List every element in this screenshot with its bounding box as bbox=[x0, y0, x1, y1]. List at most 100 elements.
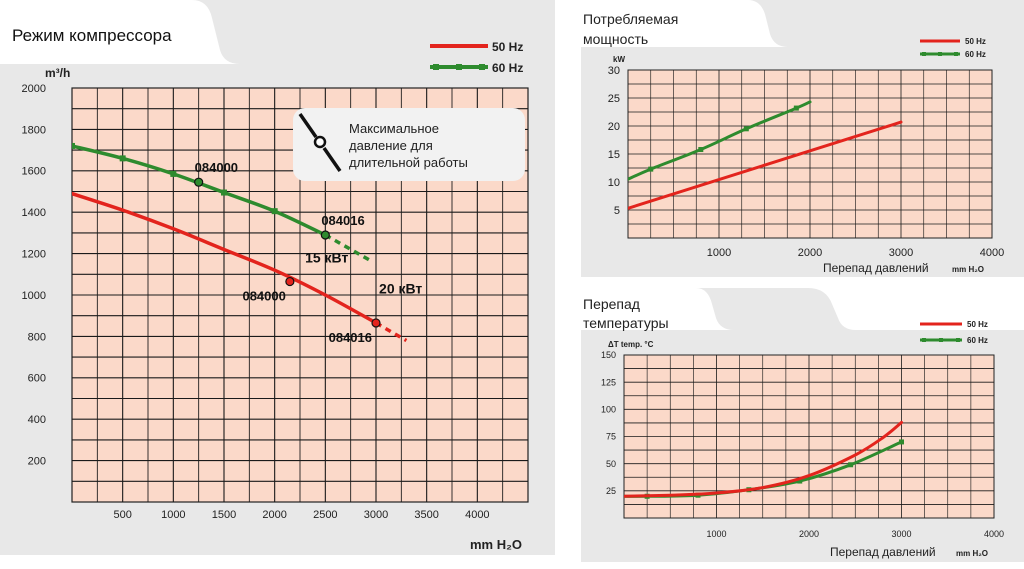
y-tick-label: 1200 bbox=[22, 248, 46, 260]
main-y-axis-label: m³/h bbox=[45, 66, 70, 80]
temperature-x-axis-label: Перепад давлений bbox=[830, 545, 936, 559]
x-tick-label: 2000 bbox=[262, 509, 286, 521]
y-tick-label: 15 bbox=[608, 149, 620, 161]
operating-point-marker bbox=[194, 177, 204, 187]
max-pressure-note: Максимальное давление для длительной раб… bbox=[293, 108, 525, 181]
x-tick-label: 1000 bbox=[706, 529, 726, 539]
power-title-line-2: мощность bbox=[583, 31, 648, 47]
legend-60hz-marker bbox=[956, 338, 960, 342]
y-tick-label: 25 bbox=[608, 93, 620, 105]
legend-60hz-marker bbox=[479, 64, 485, 70]
x-tick-label: 1000 bbox=[707, 247, 731, 259]
main-tick-labels: 500 1000 1500 2000 2500 3000 3500 4000 200 400 600… bbox=[22, 83, 490, 521]
y-tick-label: 50 bbox=[606, 459, 616, 469]
series-marker-60hz bbox=[797, 478, 803, 484]
series-marker-60hz bbox=[743, 126, 749, 132]
temperature-title-line-2: температуры bbox=[583, 315, 669, 331]
y-tick-label: 1000 bbox=[22, 290, 46, 302]
pressure-gauge-icon bbox=[322, 147, 342, 172]
series-line-50hz bbox=[72, 191, 378, 325]
series-marker-60hz bbox=[648, 166, 654, 172]
y-tick-label: 5 bbox=[614, 205, 620, 217]
operating-point-marker bbox=[285, 276, 295, 287]
temperature-chart-panel: Перепад температуры 50 Hz 60 Hz 1000 2000… bbox=[581, 288, 1024, 562]
legend-60hz-label: 60 Hz bbox=[492, 61, 523, 75]
note-box bbox=[293, 108, 525, 181]
power-x-axis-label: Перепад давлений bbox=[823, 261, 929, 275]
x-tick-label: 500 bbox=[113, 509, 131, 521]
operating-point-marker bbox=[371, 318, 381, 328]
series-line-50hz bbox=[624, 420, 903, 498]
y-tick-label: 150 bbox=[601, 350, 616, 360]
operating-point-label: 084000 bbox=[242, 289, 285, 304]
power-title-line-1: Потребляемая bbox=[583, 11, 678, 27]
temperature-title-tab bbox=[581, 288, 734, 330]
note-line-2: давление для bbox=[349, 138, 433, 153]
y-tick-label: 600 bbox=[28, 373, 46, 385]
power-tick-labels: 1000 2000 3000 4000 5 10 15 20 25 30 bbox=[608, 65, 1004, 259]
y-tick-label: 1800 bbox=[22, 124, 46, 136]
legend-60hz-label: 60 Hz bbox=[967, 336, 988, 345]
series-marker-60hz bbox=[698, 147, 704, 153]
y-tick-label: 30 bbox=[608, 65, 620, 77]
y-tick-label: 1400 bbox=[22, 207, 46, 219]
temperature-legend: 50 Hz 60 Hz bbox=[920, 320, 988, 345]
x-tick-label: 4000 bbox=[984, 529, 1004, 539]
legend-60hz-marker bbox=[922, 338, 926, 342]
x-tick-label: 3000 bbox=[364, 509, 388, 521]
x-tick-label: 2000 bbox=[799, 529, 819, 539]
power-title-tab bbox=[581, 0, 788, 47]
temperature-y-axis-label: ΔT temp. °C bbox=[608, 340, 654, 349]
power-series bbox=[628, 100, 903, 210]
x-tick-label: 2500 bbox=[313, 509, 337, 521]
operating-point-label: 084016 bbox=[321, 213, 364, 228]
main-x-axis-label: mm H₂O bbox=[470, 537, 522, 552]
legend-50hz-label: 50 Hz bbox=[967, 320, 988, 329]
temperature-title-line-1: Перепад bbox=[583, 296, 640, 312]
main-chart-panel: Режим компрессора 50 Hz 60 Hz 500 1000 150… bbox=[0, 0, 555, 555]
power-rating-label: 15 кВт bbox=[305, 250, 348, 266]
y-tick-label: 800 bbox=[28, 331, 46, 343]
legend-60hz-marker bbox=[939, 338, 943, 342]
main-operating-points: 084000 084016 084000 084016 15 кВт 20 кВт bbox=[194, 160, 422, 345]
x-tick-label: 4000 bbox=[980, 247, 1004, 259]
x-tick-label: 4000 bbox=[465, 509, 489, 521]
temperature-tick-labels: 1000 2000 3000 4000 25 50 75 100 125 150 bbox=[601, 350, 1004, 539]
y-tick-label: 125 bbox=[601, 377, 616, 387]
series-marker-60hz bbox=[119, 155, 126, 162]
legend-60hz-marker bbox=[433, 64, 439, 70]
y-tick-label: 10 bbox=[608, 177, 620, 189]
temperature-x-axis-unit: mm H₂O bbox=[956, 549, 988, 558]
x-tick-label: 1000 bbox=[161, 509, 185, 521]
main-title-tab bbox=[0, 0, 240, 64]
series-marker-60hz bbox=[793, 105, 799, 111]
x-tick-label: 1500 bbox=[212, 509, 236, 521]
legend-60hz-marker bbox=[922, 52, 926, 56]
pressure-gauge-icon bbox=[298, 113, 318, 138]
power-rating-label: 20 кВт bbox=[379, 281, 422, 297]
series-marker-60hz bbox=[899, 439, 904, 445]
y-tick-label: 20 bbox=[608, 121, 620, 133]
power-chart-panel: Потребляемая мощность 50 Hz 60 Hz 1000 20… bbox=[581, 0, 1024, 277]
legend-60hz-marker bbox=[456, 64, 462, 70]
legend-50hz-label: 50 Hz bbox=[492, 40, 523, 54]
power-grid bbox=[628, 70, 992, 238]
pressure-gauge-icon bbox=[313, 135, 327, 149]
operating-point-label: 084000 bbox=[195, 160, 238, 175]
legend-60hz-marker bbox=[954, 52, 958, 56]
series-marker-60hz bbox=[271, 208, 278, 215]
y-tick-label: 400 bbox=[28, 414, 46, 426]
legend-60hz-marker bbox=[938, 52, 942, 56]
series-marker-60hz bbox=[848, 462, 854, 468]
temperature-series bbox=[624, 420, 904, 499]
x-tick-label: 3000 bbox=[889, 247, 913, 259]
legend-50hz-label: 50 Hz bbox=[965, 37, 986, 46]
series-marker-60hz bbox=[221, 189, 227, 196]
x-tick-label: 2000 bbox=[798, 247, 822, 259]
operating-point-marker bbox=[320, 230, 330, 240]
main-legend: 50 Hz 60 Hz bbox=[430, 40, 523, 75]
series-line-50hz bbox=[628, 120, 903, 210]
series-marker-60hz bbox=[170, 170, 177, 177]
operating-point-label: 084016 bbox=[329, 330, 372, 345]
